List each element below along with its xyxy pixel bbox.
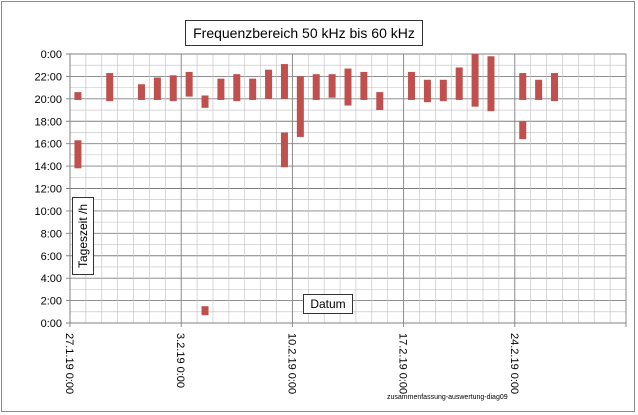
y-axis-label: Tageszeit /h [76, 203, 90, 269]
range-bar [201, 95, 209, 108]
y-tick-label: 22:00 [34, 71, 62, 83]
x-tick-label: 24.2.19 0:00 [508, 333, 520, 394]
y-axis-label-box: Tageszeit /h [72, 197, 94, 275]
range-bar [249, 78, 257, 100]
x-axis-label: Datum [303, 294, 353, 314]
x-tick-label: 17.2.19 0:00 [397, 333, 409, 394]
range-bar [519, 121, 527, 140]
y-tick-label: 18:00 [34, 116, 62, 128]
chart-title: Frequenzbereich 50 kHz bis 60 kHz [185, 20, 423, 46]
range-bar [280, 64, 288, 99]
range-bar [265, 69, 273, 99]
range-bar [439, 79, 447, 102]
range-bar [74, 140, 82, 169]
range-bar [201, 306, 209, 316]
range-bar [408, 71, 416, 100]
range-bar [328, 74, 336, 98]
range-bar [233, 74, 241, 102]
x-tick-label: 10.2.19 0:00 [285, 333, 297, 394]
y-tick-label: 20:00 [34, 94, 62, 106]
range-bar [487, 56, 495, 112]
y-tick-label: 12:00 [34, 184, 62, 196]
range-bar [519, 73, 527, 100]
x-tick-labels: 27.1.19 0:00 3.2.19 0:00 10.2.19 0:00 17.2.… [63, 333, 520, 394]
range-bar [296, 76, 304, 137]
y-tick-label: 14:00 [34, 161, 62, 173]
range-bar [137, 84, 145, 100]
y-tick-label: 10:00 [34, 206, 62, 218]
footer-caption: zusammenfassung-auswertung-diag09 [387, 394, 508, 401]
range-bar [551, 73, 559, 102]
range-bar [423, 79, 431, 103]
y-tick-labels: 0:00 2:00 4:00 6:00 8:00 10:00 12:00 14:00 16:00… [34, 49, 62, 330]
y-tick-label: 0:00 [41, 49, 62, 61]
range-bar [455, 67, 463, 100]
range-bar [169, 75, 177, 102]
range-bar [312, 74, 320, 100]
range-bar [185, 71, 193, 97]
y-tick-label: 16:00 [34, 139, 62, 151]
x-tick-label: 27.1.19 0:00 [63, 333, 75, 394]
range-bar [376, 92, 384, 111]
range-bar [360, 71, 368, 100]
y-tick-label: 6:00 [41, 251, 62, 263]
y-tick-label: 0:00 [41, 318, 62, 330]
y-tick-label: 2:00 [41, 296, 62, 308]
range-bar [280, 132, 288, 168]
bar-series [74, 54, 559, 316]
x-tick-label: 3.2.19 0:00 [174, 333, 186, 388]
range-bar [471, 54, 479, 107]
range-bar [74, 92, 82, 100]
y-tick-label: 8:00 [41, 228, 62, 240]
range-bar [217, 78, 225, 100]
range-bar [344, 68, 352, 106]
range-bar [106, 73, 114, 102]
range-bar [153, 77, 161, 100]
range-bar [535, 79, 543, 100]
y-tick-label: 4:00 [41, 273, 62, 285]
